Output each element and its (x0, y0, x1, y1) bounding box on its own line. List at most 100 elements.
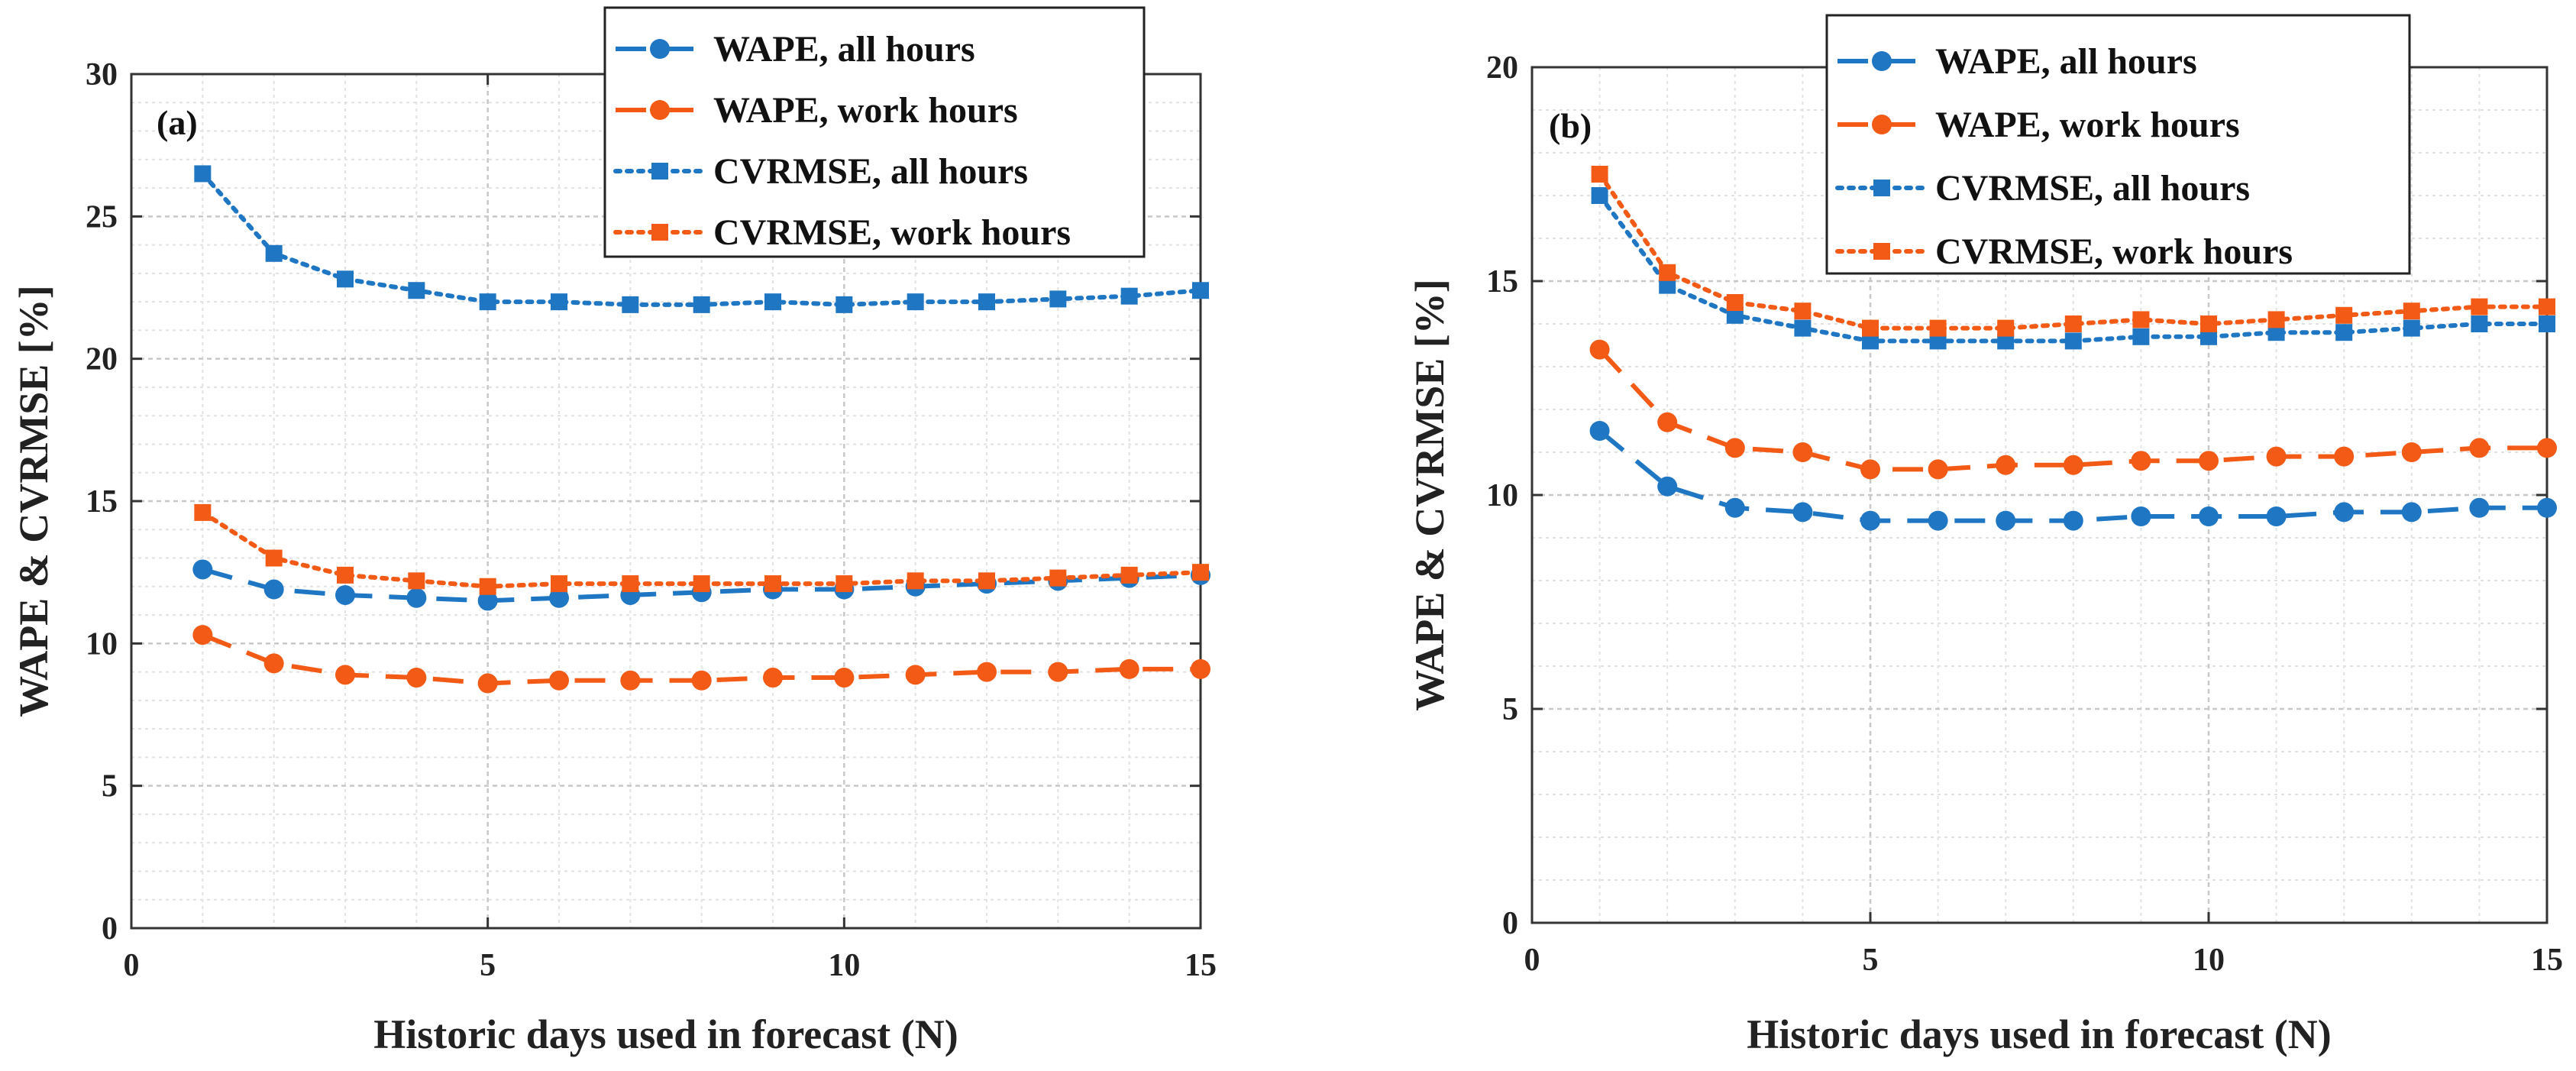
series-line (1598, 348, 2547, 472)
data-point (2199, 506, 2219, 526)
y-tick-label: 15 (1486, 264, 1518, 299)
data-point (836, 575, 853, 593)
data-point (477, 591, 498, 611)
series-wape-work-hours (192, 625, 1210, 694)
data-point (337, 566, 354, 584)
data-point (1996, 455, 2016, 475)
series-cvrmse-work-hours (1591, 166, 2555, 337)
data-point (2401, 442, 2422, 462)
data-point (1862, 332, 1879, 350)
y-tick-label: 15 (86, 484, 118, 519)
data-point (693, 575, 710, 593)
legend-label: WAPE, work hours (713, 90, 1018, 131)
legend-label: WAPE, all hours (1935, 41, 2197, 82)
data-point (978, 293, 995, 311)
data-point (764, 575, 781, 593)
y-tick-label: 0 (1502, 906, 1518, 941)
legend-marker (1872, 51, 1892, 71)
data-point (2131, 451, 2151, 471)
data-point (1119, 658, 1139, 679)
data-point (1792, 502, 1813, 523)
data-point (2469, 438, 2490, 458)
data-point (265, 244, 283, 262)
data-point (2200, 328, 2217, 345)
data-point (1724, 438, 1745, 458)
data-point (263, 579, 284, 600)
legend-label: CVRMSE, all hours (713, 151, 1028, 192)
data-point (2334, 446, 2355, 467)
data-point (620, 670, 641, 691)
data-point (335, 665, 355, 685)
data-point (408, 572, 425, 590)
data-point (192, 559, 213, 580)
data-point (1860, 459, 1880, 480)
legend-box (1825, 14, 2411, 275)
data-point (1997, 332, 2015, 350)
series-cvrmse-work-hours (194, 503, 1209, 595)
data-point (2471, 315, 2488, 332)
series-cvrmse-all-hours (1591, 187, 2555, 350)
data-point (691, 670, 712, 691)
data-point (1591, 166, 1608, 183)
legend-marker (650, 100, 670, 120)
data-point (1928, 510, 1948, 531)
legend-label: WAPE, all hours (713, 29, 975, 70)
x-axis-title: Historic days used in forecast (N) (1747, 1011, 2331, 1057)
data-point (2200, 315, 2217, 332)
legend: WAPE, all hours WAPE, work hours CVRMSE, a… (1825, 14, 2411, 275)
data-point (2539, 298, 2555, 315)
data-point (1726, 306, 1744, 324)
x-tick-label: 5 (1863, 943, 1879, 978)
data-point (549, 670, 569, 691)
data-point (2334, 502, 2355, 523)
data-point (2063, 510, 2083, 531)
data-point (194, 503, 212, 521)
data-point (1657, 476, 1678, 497)
legend-label: CVRMSE, all hours (1935, 168, 2250, 209)
x-tick-label: 5 (480, 948, 496, 983)
data-point (2131, 506, 2151, 526)
data-point (265, 549, 283, 567)
data-point (2063, 455, 2083, 475)
data-point (551, 575, 567, 593)
legend-marker (651, 224, 668, 241)
data-point (1659, 264, 1676, 281)
data-point (622, 296, 639, 313)
data-point (1794, 319, 1812, 337)
data-point (2403, 319, 2420, 337)
data-point (977, 662, 997, 682)
data-point (549, 587, 569, 608)
data-point (2266, 506, 2287, 526)
data-point (1049, 290, 1067, 308)
data-point (2267, 311, 2285, 328)
legend-label: CVRMSE, work hours (713, 212, 1071, 253)
y-axis-title: WAPE & CVRMSE [%] (1407, 279, 1453, 710)
x-axis-title: Historic days used in forecast (N) (373, 1011, 958, 1057)
data-point (905, 665, 926, 685)
y-tick-label: 30 (86, 57, 118, 92)
legend: WAPE, all hours WAPE, work hours CVRMSE, a… (603, 6, 1146, 258)
data-point (1659, 277, 1676, 294)
data-point (2266, 446, 2287, 467)
y-tick-label: 5 (1502, 692, 1518, 727)
data-point (1120, 287, 1138, 305)
data-point (1049, 569, 1067, 587)
series-wape-all-hours (1589, 421, 2557, 531)
data-point (335, 584, 355, 605)
x-tick-label: 10 (828, 948, 860, 983)
data-point (2199, 451, 2219, 471)
legend-label: WAPE, work hours (1935, 105, 2240, 145)
y-tick-label: 20 (86, 342, 118, 377)
data-point (907, 572, 924, 590)
x-tick-label: 0 (1524, 943, 1540, 978)
data-point (406, 587, 427, 608)
data-point (978, 572, 995, 590)
series-line (1597, 172, 2549, 331)
chart-panel-b: 0 5 10 15 0 5 10 15 20 Historic days used in fore… (1407, 14, 2563, 1057)
data-point (2132, 311, 2150, 328)
legend-marker (650, 39, 670, 59)
data-point (408, 282, 425, 299)
panel-label: (a) (157, 103, 198, 142)
data-point (2537, 497, 2557, 518)
